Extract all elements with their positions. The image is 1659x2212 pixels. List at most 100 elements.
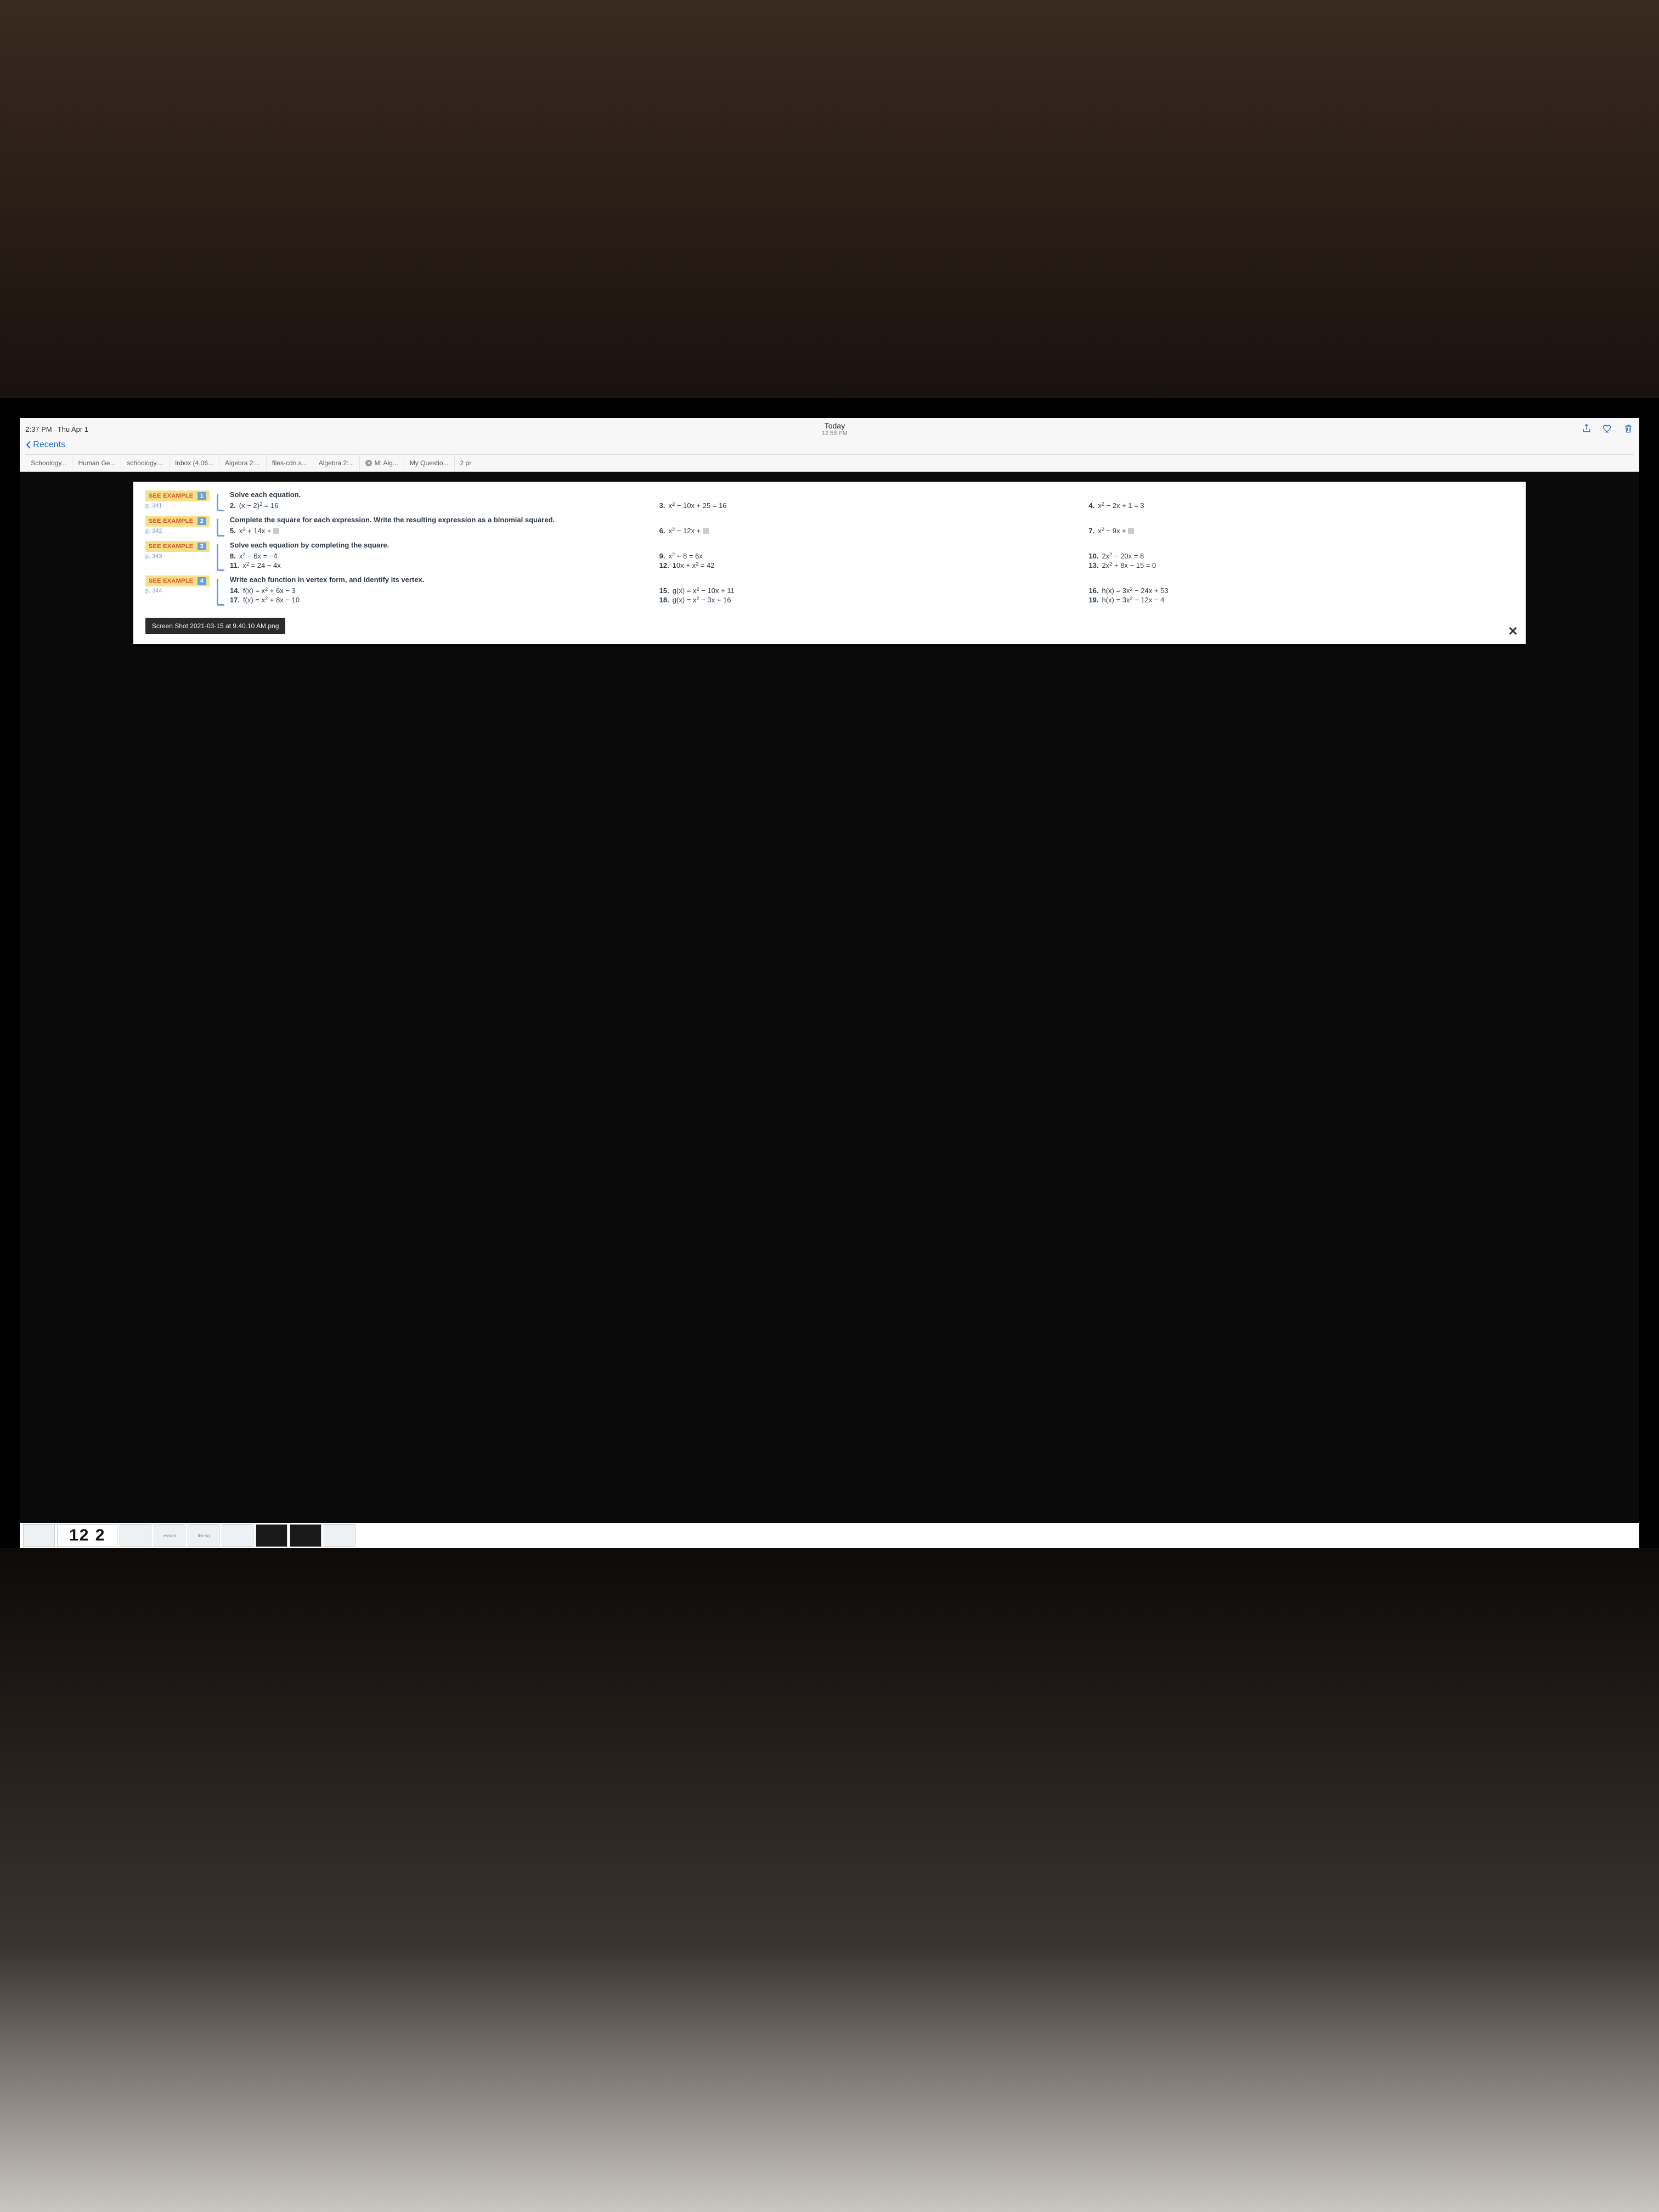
screen-root: 2:37 PM Thu Apr 1 Today 12:55 PM xyxy=(0,0,1659,2212)
browser-tab[interactable]: 2 pr xyxy=(455,455,478,471)
browser-tab[interactable]: My Questio... xyxy=(404,455,455,471)
thumbnail[interactable] xyxy=(23,1524,55,1547)
problem: 4.x2 − 2x + 1 = 3 xyxy=(1088,501,1514,510)
tabs-row: Schoology... Human Ge... schoology.... Inbo… xyxy=(25,454,1633,471)
problem: 13.2x2 + 8x − 15 = 0 xyxy=(1088,561,1514,570)
toolbar-actions xyxy=(1581,423,1634,436)
problem: 9.x2 + 8 = 6x xyxy=(659,551,1085,561)
example-ref: SEE EXAMPLE 1 p. 341 xyxy=(145,490,211,510)
tab-label: Schoology... xyxy=(31,459,66,467)
example-body: Solve each equation by completing the sq… xyxy=(230,541,1514,570)
photo-background-top xyxy=(0,0,1659,398)
see-example-badge: SEE EXAMPLE 3 xyxy=(145,541,210,552)
example-body: Solve each equation. 2.(x − 2)2 = 16 3.x2 … xyxy=(230,490,1514,510)
tab-label: schoology.... xyxy=(127,459,163,467)
close-button[interactable]: ✕ xyxy=(1508,624,1518,639)
photo-background-bottom xyxy=(0,1548,1659,2212)
thumbnail[interactable] xyxy=(256,1524,287,1547)
problem-row: 2.(x − 2)2 = 16 3.x2 − 10x + 25 = 164.x2 … xyxy=(230,501,1514,510)
example-ref: SEE EXAMPLE 3p. 343 xyxy=(145,541,211,570)
chevron-left-icon xyxy=(25,441,32,449)
thumbnail[interactable]: ession xyxy=(154,1524,185,1547)
tab-label: Algebra 2:... xyxy=(319,459,354,467)
heart-icon[interactable] xyxy=(1602,423,1613,436)
problem: 16.h(x) = 3x2 − 24x + 53 xyxy=(1088,586,1514,595)
status-left: 2:37 PM Thu Apr 1 xyxy=(25,425,88,433)
status-bar: 2:37 PM Thu Apr 1 Today 12:55 PM xyxy=(25,421,1633,438)
instruction: Solve each equation by completing the sq… xyxy=(230,541,1514,549)
page-ref: p. 341 xyxy=(145,503,211,509)
problem-row: 11.x2 = 24 − 4x 12.10x + x2 = 4213.2x2 + … xyxy=(230,561,1514,570)
example-block: SEE EXAMPLE 3p. 343 Solve each equation b… xyxy=(145,541,1514,570)
problem: 2.(x − 2)2 = 16 xyxy=(230,501,655,510)
browser-tab[interactable]: Algebra 2:... xyxy=(219,455,267,471)
problem: 17.f(x) = x2 + 8x − 10 xyxy=(230,595,655,605)
example-block: SEE EXAMPLE 2p. 342 Complete the square f… xyxy=(145,516,1514,535)
instruction: Solve each equation. xyxy=(230,490,1514,499)
problem-row: 14.f(x) = x2 + 6x − 3 15.g(x) = x2 − 10x … xyxy=(230,586,1514,595)
problem: 10.2x2 − 20x = 8 xyxy=(1088,551,1514,561)
thumbnail[interactable] xyxy=(324,1524,356,1547)
bracket-decor xyxy=(217,494,224,511)
content-area: SEE EXAMPLE 1 p. 341 Solve each equation. 2… xyxy=(20,472,1639,1548)
browser-tab[interactable]: ✕M: Alg... xyxy=(360,455,404,471)
example-block: SEE EXAMPLE 1 p. 341 Solve each equation. 2… xyxy=(145,490,1514,510)
problem: 12.10x + x2 = 42 xyxy=(659,561,1085,570)
problem: 3.x2 − 10x + 25 = 16 xyxy=(659,501,1085,510)
instruction: Write each function in vertex form, and … xyxy=(230,575,1514,584)
status-center: Today 12:55 PM xyxy=(88,421,1581,437)
problem: 15.g(x) = x2 − 10x + 11 xyxy=(659,586,1085,595)
instruction: Complete the square for each expression.… xyxy=(230,516,1514,524)
bracket-decor xyxy=(217,579,224,606)
tab-label: Algebra 2:... xyxy=(225,459,261,467)
problem-row: 8.x2 − 6x = −4 9.x2 + 8 = 6x10.2x2 − 20x … xyxy=(230,551,1514,561)
browser-tab[interactable]: Human Ge... xyxy=(72,455,121,471)
back-label: Recents xyxy=(33,440,65,450)
problem: 8.x2 − 6x = −4 xyxy=(230,551,655,561)
thumbnail[interactable] xyxy=(222,1524,253,1547)
tab-label: Human Ge... xyxy=(78,459,115,467)
problem: 14.f(x) = x2 + 6x − 3 xyxy=(230,586,655,595)
problem: 11.x2 = 24 − 4x xyxy=(230,561,655,570)
page-subtitle: 12:55 PM xyxy=(88,430,1581,437)
problem-row: 5.x2 + 14x + 6.x2 − 12x + 7.x2 − 9x + xyxy=(230,526,1514,535)
thumbnail[interactable]: the sq xyxy=(188,1524,219,1547)
back-row: Recents xyxy=(25,438,1633,454)
thumbnail[interactable] xyxy=(290,1524,321,1547)
share-icon[interactable] xyxy=(1581,423,1592,436)
thumbnail-selected[interactable]: 12 2 xyxy=(57,1524,117,1547)
status-time: 2:37 PM xyxy=(25,425,52,433)
problem: 19.h(x) = 3x2 − 12x − 4 xyxy=(1088,595,1514,605)
bracket-decor xyxy=(217,544,224,571)
see-example-badge: SEE EXAMPLE 1 xyxy=(145,490,210,501)
textbook-page: SEE EXAMPLE 1 p. 341 Solve each equation. 2… xyxy=(133,482,1526,644)
tab-label: My Questio... xyxy=(410,459,449,467)
browser-tab[interactable]: Schoology... xyxy=(25,455,72,471)
trash-icon[interactable] xyxy=(1623,423,1634,436)
problem: 7.x2 − 9x + xyxy=(1088,526,1514,535)
page-ref: p. 344 xyxy=(145,588,211,594)
example-body: Complete the square for each expression.… xyxy=(230,516,1514,535)
browser-tab[interactable]: schoology.... xyxy=(121,455,169,471)
browser-tab[interactable]: files-cdn.s... xyxy=(267,455,313,471)
page-title: Today xyxy=(88,421,1581,430)
device-frame: 2:37 PM Thu Apr 1 Today 12:55 PM xyxy=(0,398,1659,1549)
browser-chrome: 2:37 PM Thu Apr 1 Today 12:55 PM xyxy=(20,418,1639,472)
tab-label: files-cdn.s... xyxy=(272,459,307,467)
problem-row: 17.f(x) = x2 + 8x − 10 18.g(x) = x2 − 3x … xyxy=(230,595,1514,605)
tab-label: Inbox (4,06... xyxy=(175,459,213,467)
browser-tab[interactable]: Inbox (4,06... xyxy=(170,455,219,471)
see-example-badge: SEE EXAMPLE 4 xyxy=(145,575,210,586)
see-example-badge: SEE EXAMPLE 2 xyxy=(145,516,210,527)
problem: 6.x2 − 12x + xyxy=(659,526,1085,535)
filename-tooltip: Screen Shot 2021-03-15 at 9.40.10 AM.png xyxy=(145,618,286,634)
close-tab-icon[interactable]: ✕ xyxy=(365,460,372,466)
example-ref: SEE EXAMPLE 2p. 342 xyxy=(145,516,211,535)
tab-label: 2 pr xyxy=(460,459,472,467)
example-body: Write each function in vertex form, and … xyxy=(230,575,1514,605)
thumbnail[interactable] xyxy=(120,1524,151,1547)
back-button[interactable]: Recents xyxy=(25,440,65,450)
browser-tab[interactable]: Algebra 2:... xyxy=(313,455,360,471)
problem: 18.g(x) = x2 − 3x + 16 xyxy=(659,595,1085,605)
example-ref: SEE EXAMPLE 4 p. 344 xyxy=(145,575,211,605)
